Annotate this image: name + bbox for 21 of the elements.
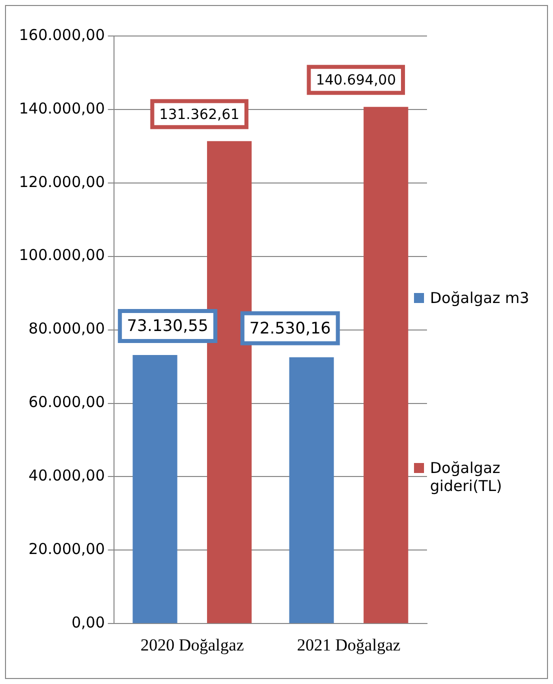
data-label: 73.130,55	[126, 316, 208, 336]
y-tick-label: 120.000,00	[18, 172, 105, 191]
y-tick-label: 140.000,00	[18, 99, 105, 118]
y-tick-label: 160.000,00	[18, 26, 105, 44]
y-tick-label: 60.000,00	[28, 393, 105, 412]
data-label: 131.362,61	[159, 106, 240, 123]
x-tick-label: 2021 Doğalgaz	[297, 635, 401, 654]
bar	[132, 355, 178, 624]
bar	[289, 357, 334, 624]
data-label: 72.530,16	[249, 318, 331, 338]
data-label: 140.694,00	[316, 72, 396, 89]
y-tick-label: 100.000,00	[18, 246, 105, 264]
y-tick-label: 20.000,00	[28, 540, 105, 558]
x-tick-label: 2020 Doğalgaz	[140, 635, 244, 654]
bar	[364, 106, 408, 624]
y-tick-label: 40.000,00	[28, 466, 105, 485]
legend-label: Doğalgaz m3	[430, 288, 530, 307]
bar	[207, 141, 252, 624]
y-tick-label: 0,00	[71, 613, 105, 632]
y-tick-label: 80.000,00	[28, 320, 105, 338]
legend-label: Doğalgaz gideri(TL)	[430, 459, 503, 496]
